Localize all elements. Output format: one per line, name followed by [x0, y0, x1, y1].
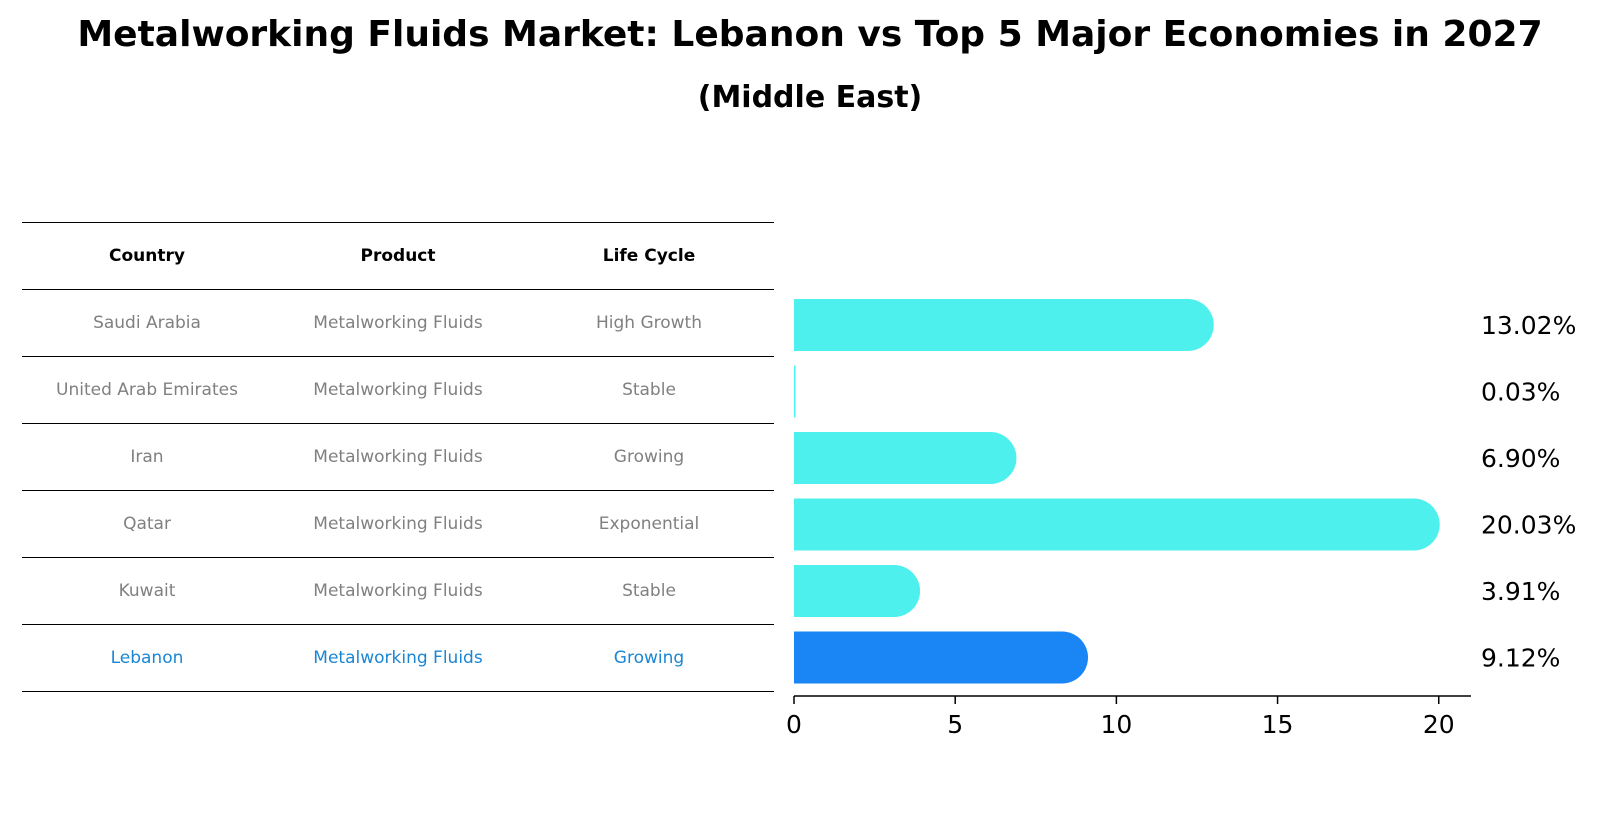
value-label: 6.90% — [1481, 444, 1560, 473]
table-header-row: Country Product Life Cycle — [22, 222, 774, 290]
life-cycle-cell: Stable — [622, 581, 676, 601]
life-cycle-cell: High Growth — [595, 313, 702, 333]
bar-kuwait — [794, 565, 921, 617]
chart-subtitle: (Middle East) — [697, 80, 923, 115]
table-row: Qatar Metalworking Fluids Exponential — [22, 491, 774, 558]
bar-saudi-arabia — [794, 299, 1214, 351]
x-tick-label: 15 — [1262, 710, 1294, 739]
bar-base-lebanon — [794, 631, 820, 684]
x-tick-label: 20 — [1423, 710, 1455, 739]
life-cycle-cell: Growing — [613, 648, 685, 668]
table-row: Kuwait Metalworking Fluids Stable — [22, 558, 774, 625]
bar-lebanon — [794, 631, 1089, 684]
bar-base-saudi-arabia — [794, 299, 820, 351]
header-life-cycle: Life Cycle — [602, 246, 696, 266]
bar-iran — [794, 432, 1017, 484]
bar-base-united-arab-emirates — [794, 365, 795, 418]
bar-qatar — [794, 498, 1440, 551]
header-product: Product — [360, 246, 436, 266]
value-label: 13.02% — [1481, 311, 1576, 340]
country-cell: Iran — [130, 447, 164, 467]
value-label: 0.03% — [1481, 378, 1560, 407]
country-table: Country Product Life Cycle Saudi Arabia … — [22, 222, 774, 692]
x-tick-label: 5 — [947, 710, 963, 739]
product-cell: Metalworking Fluids — [313, 514, 483, 534]
x-tick-label: 10 — [1100, 710, 1132, 739]
table-row-highlighted: Lebanon Metalworking Fluids Growing — [22, 625, 774, 692]
value-label: 3.91% — [1481, 577, 1560, 606]
country-cell: Saudi Arabia — [93, 313, 201, 333]
x-tick-label: 0 — [786, 710, 802, 739]
bar-base-iran — [794, 432, 820, 484]
product-cell: Metalworking Fluids — [313, 447, 483, 467]
product-cell: Metalworking Fluids — [313, 380, 483, 400]
life-cycle-cell: Growing — [613, 447, 685, 467]
product-cell: Metalworking Fluids — [313, 581, 483, 601]
country-cell: Kuwait — [118, 581, 176, 601]
product-cell: Metalworking Fluids — [313, 648, 483, 668]
table-row: United Arab Emirates Metalworking Fluids… — [22, 357, 774, 424]
table-row: Iran Metalworking Fluids Growing — [22, 424, 774, 491]
value-label: 9.12% — [1481, 644, 1560, 673]
bar-base-qatar — [794, 498, 820, 551]
bar-base-kuwait — [794, 565, 820, 617]
value-label: 20.03% — [1481, 511, 1576, 540]
table-row: Saudi Arabia Metalworking Fluids High Gr… — [22, 290, 774, 357]
country-cell: United Arab Emirates — [56, 380, 238, 400]
country-cell: Qatar — [123, 514, 171, 534]
life-cycle-cell: Stable — [622, 380, 676, 400]
product-cell: Metalworking Fluids — [313, 313, 483, 333]
chart-title: Metalworking Fluids Market: Lebanon vs T… — [77, 14, 1543, 55]
country-cell: Lebanon — [110, 648, 184, 668]
header-country: Country — [109, 246, 185, 266]
life-cycle-cell: Exponential — [598, 514, 700, 534]
